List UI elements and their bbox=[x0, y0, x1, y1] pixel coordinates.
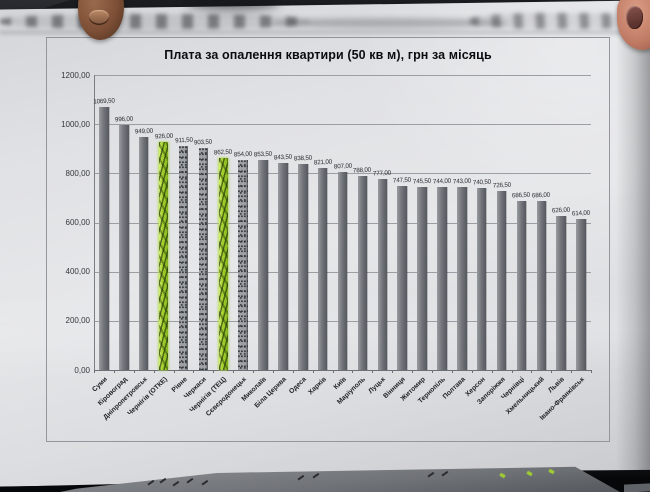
bar-value-label: 686,00 bbox=[532, 191, 551, 200]
bar bbox=[317, 168, 328, 370]
bar bbox=[178, 145, 189, 370]
x-axis-tick bbox=[392, 370, 394, 373]
x-axis-tick bbox=[193, 370, 195, 373]
x-axis-tick bbox=[511, 370, 513, 373]
bar bbox=[138, 136, 149, 370]
y-axis-label: 600,00 bbox=[65, 218, 90, 227]
bar-value-label: 726,50 bbox=[492, 181, 511, 190]
x-axis-tick bbox=[471, 370, 473, 373]
bar bbox=[298, 163, 308, 370]
bar bbox=[437, 187, 447, 370]
desk-corner-bottom-right bbox=[624, 483, 650, 492]
chart-frame: Плата за опалення квартири (50 кв м), гр… bbox=[46, 37, 610, 442]
x-axis-tick bbox=[133, 370, 135, 373]
gridline bbox=[94, 124, 591, 126]
bar-value-label: 614,00 bbox=[571, 209, 591, 218]
x-axis-line bbox=[94, 370, 591, 371]
bar bbox=[258, 160, 268, 370]
bar bbox=[377, 179, 387, 370]
x-axis-tick bbox=[292, 370, 294, 373]
bar bbox=[457, 187, 467, 370]
x-axis-tick bbox=[213, 370, 215, 373]
bar bbox=[476, 188, 487, 370]
x-axis-tick bbox=[94, 370, 95, 373]
y-axis-label: 1000,00 bbox=[61, 119, 90, 129]
chart-title: Плата за опалення квартири (50 кв м), гр… bbox=[164, 48, 492, 62]
bar bbox=[556, 216, 566, 370]
bar bbox=[99, 107, 109, 370]
x-axis-tick bbox=[372, 370, 374, 373]
y-axis-label: 400,00 bbox=[65, 267, 90, 277]
bar bbox=[337, 171, 348, 370]
bar bbox=[198, 147, 209, 370]
paper-curl-shadow bbox=[616, 22, 650, 474]
x-axis-tick bbox=[432, 370, 433, 373]
y-axis-label: 800,00 bbox=[65, 168, 90, 178]
x-axis-tick bbox=[233, 370, 235, 373]
bar bbox=[576, 219, 586, 370]
x-axis-tick bbox=[571, 370, 573, 373]
x-axis-tick bbox=[153, 370, 155, 373]
gridline bbox=[94, 75, 591, 76]
bar-value-label: 996,00 bbox=[114, 115, 133, 124]
x-axis-tick bbox=[451, 370, 453, 373]
bar bbox=[516, 201, 527, 370]
bar bbox=[119, 125, 129, 370]
x-axis-tick bbox=[113, 370, 115, 373]
bar bbox=[278, 162, 288, 370]
y-axis-line bbox=[94, 75, 95, 370]
bar bbox=[158, 142, 169, 370]
hand-shadow bbox=[185, 0, 280, 10]
x-axis-tick bbox=[412, 370, 414, 373]
x-axis-tick bbox=[253, 370, 254, 373]
x-axis-tick bbox=[491, 370, 493, 373]
bar bbox=[357, 176, 368, 370]
y-axis-label: 0,00 bbox=[74, 365, 90, 375]
thumb-nail bbox=[89, 10, 109, 25]
bar-value-label: 903,50 bbox=[194, 138, 213, 147]
y-axis-label: 1200,00 bbox=[61, 70, 90, 80]
bar bbox=[218, 158, 228, 370]
x-axis-tick bbox=[332, 370, 334, 373]
y-axis-label: 200,00 bbox=[65, 316, 90, 326]
x-axis-tick bbox=[352, 370, 354, 373]
bar bbox=[496, 191, 507, 370]
x-axis-tick bbox=[272, 370, 274, 373]
finger-nail bbox=[626, 6, 643, 29]
x-axis-tick bbox=[173, 370, 175, 373]
x-axis-tick bbox=[531, 370, 533, 373]
x-axis-tick bbox=[591, 370, 592, 373]
bar bbox=[397, 186, 407, 370]
bar bbox=[417, 186, 427, 370]
x-axis-tick bbox=[551, 370, 553, 373]
plot-area: 0,00 200,00 400,00 600,00 800,00 1000,00 1200,… bbox=[47, 38, 609, 441]
x-axis-tick bbox=[312, 370, 314, 373]
bar bbox=[536, 201, 546, 370]
bar-value-label: 1069,50 bbox=[93, 97, 115, 106]
bar bbox=[238, 160, 248, 370]
